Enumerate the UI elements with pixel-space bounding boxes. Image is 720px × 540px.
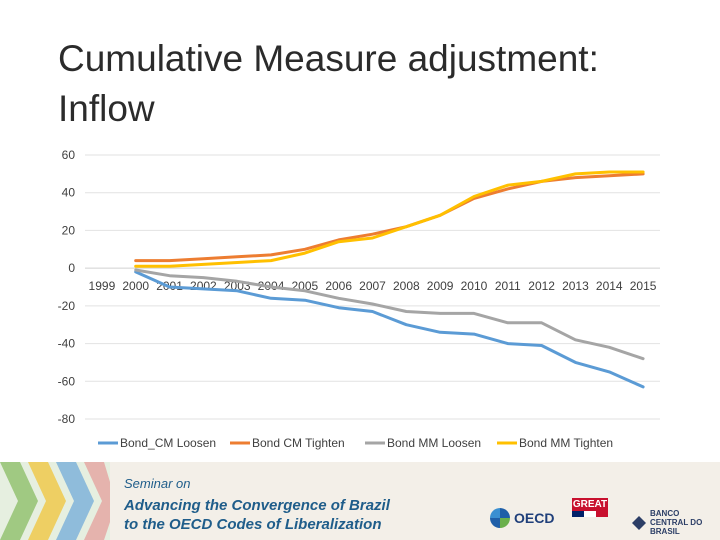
great-logo-text: GREAT xyxy=(572,498,608,511)
uk-flag-icon xyxy=(572,511,608,517)
legend: Bond_CM Loosen Bond CM Tighten Bond MM Loo… xyxy=(98,436,613,450)
oecd-logo-text: OECD xyxy=(514,510,555,526)
y-tick-label: 20 xyxy=(62,223,76,237)
y-tick-label: -20 xyxy=(58,299,76,313)
x-tick-label: 2011 xyxy=(495,279,521,293)
series-line xyxy=(134,268,645,361)
banco-central-logo-text: BANCO CENTRAL DO BRASIL xyxy=(650,509,703,536)
x-tick-label: 2012 xyxy=(528,279,555,293)
x-tick-label: 2014 xyxy=(596,279,623,293)
x-tick-label: 2007 xyxy=(359,279,386,293)
seminar-title-line-1: Advancing the Convergence of Brazil xyxy=(124,497,390,514)
x-axis-ticks: 1999 2000 2001 2002 2003 2004 2005 2006 2007 2008… xyxy=(89,279,657,293)
legend-label: Bond MM Loosen xyxy=(387,436,481,450)
x-tick-label: 2000 xyxy=(122,279,149,293)
y-tick-label: 60 xyxy=(62,148,76,162)
oecd-logo: OECD xyxy=(490,508,554,528)
x-tick-label: 2015 xyxy=(630,279,657,293)
series-line xyxy=(134,270,645,389)
x-tick-label: 2013 xyxy=(562,279,589,293)
page-title: Cumulative Measure adjustment: Inflow xyxy=(58,38,599,129)
series-line xyxy=(134,172,645,263)
oecd-icon xyxy=(490,508,510,528)
series-line xyxy=(134,170,645,268)
legend-label: Bond_CM Loosen xyxy=(120,436,216,450)
decorative-pattern xyxy=(0,462,110,540)
y-tick-label: 0 xyxy=(68,261,75,275)
x-tick-label: 2010 xyxy=(461,279,488,293)
banco-central-logo: BANCO CENTRAL DO BRASIL xyxy=(632,509,710,536)
x-tick-label: 2002 xyxy=(190,279,217,293)
x-tick-label: 1999 xyxy=(89,279,116,293)
great-logo: GREAT xyxy=(572,498,608,528)
legend-label: Bond MM Tighten xyxy=(519,436,613,450)
seminar-label: Seminar on xyxy=(124,476,191,491)
grid-lines xyxy=(85,154,660,420)
y-tick-label: -60 xyxy=(58,374,76,388)
x-tick-label: 2006 xyxy=(325,279,352,293)
legend-label: Bond CM Tighten xyxy=(252,436,345,450)
banco-central-icon xyxy=(632,515,646,530)
series-lines xyxy=(134,170,645,389)
x-tick-label: 2008 xyxy=(393,279,420,293)
y-tick-label: -40 xyxy=(58,337,76,351)
y-tick-label: 40 xyxy=(62,186,76,200)
y-tick-label: -80 xyxy=(58,412,76,426)
y-axis-ticks: 60 40 20 0 -20 -40 -60 -80 xyxy=(58,148,76,426)
x-tick-label: 2009 xyxy=(427,279,454,293)
seminar-title-line-2: to the OECD Codes of Liberalization xyxy=(124,516,382,533)
